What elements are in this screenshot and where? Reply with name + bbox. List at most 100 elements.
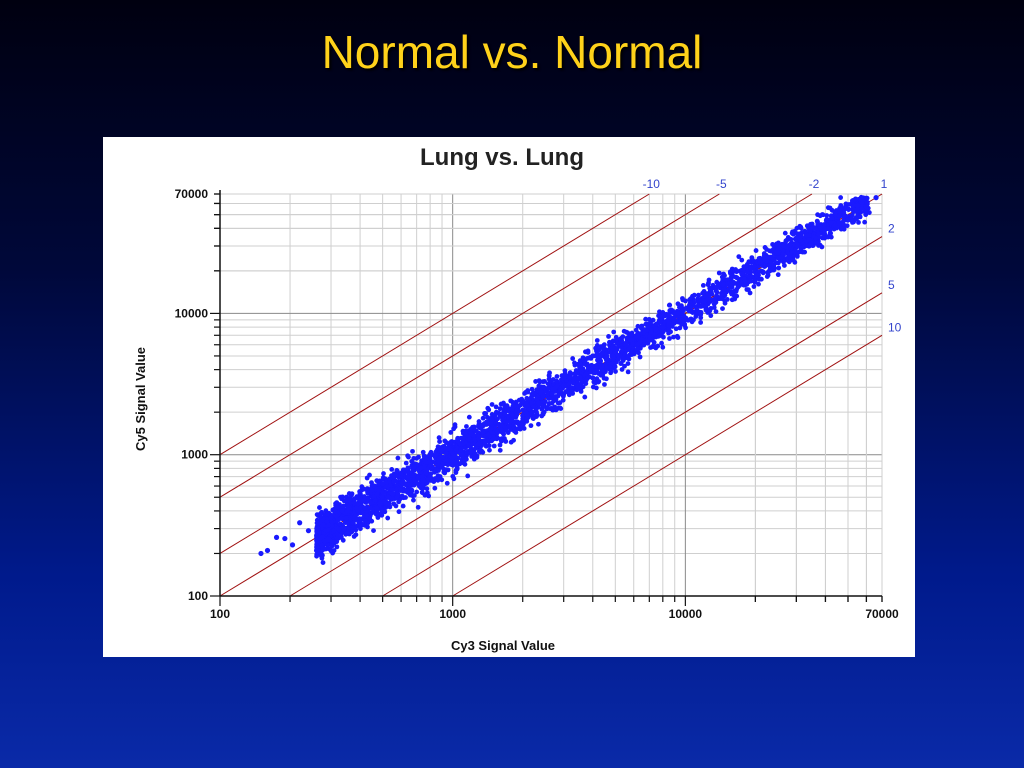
data-point <box>394 467 400 473</box>
data-point <box>443 450 449 456</box>
data-point <box>591 379 597 385</box>
data-point <box>333 509 339 515</box>
data-point <box>358 526 363 532</box>
data-point <box>371 528 376 533</box>
data-point <box>675 301 681 307</box>
data-point <box>353 527 359 533</box>
data-point <box>273 534 280 540</box>
data-point <box>765 272 771 278</box>
data-point <box>672 310 678 317</box>
data-point <box>472 437 478 443</box>
data-point <box>399 493 405 499</box>
data-point <box>536 383 542 389</box>
x-tick-label: 10000 <box>669 607 703 621</box>
data-point <box>696 292 701 298</box>
data-point <box>711 305 717 310</box>
data-point <box>385 515 391 521</box>
data-point <box>477 449 483 455</box>
data-point <box>379 494 385 500</box>
y-tick-label: 1000 <box>181 448 208 462</box>
data-point <box>476 440 482 447</box>
data-point <box>637 354 643 360</box>
data-point <box>432 485 438 491</box>
data-point <box>374 491 380 497</box>
data-point <box>329 543 335 549</box>
data-point <box>415 504 421 510</box>
data-point <box>616 353 622 358</box>
data-point <box>593 363 599 369</box>
data-point <box>666 313 671 319</box>
data-point <box>567 375 573 380</box>
data-point <box>534 409 539 415</box>
data-point <box>713 299 719 305</box>
data-point <box>561 391 567 397</box>
data-point <box>352 514 358 520</box>
data-point <box>460 435 466 441</box>
data-point <box>406 454 411 460</box>
data-point <box>377 501 383 506</box>
data-point <box>476 419 482 424</box>
data-point <box>612 363 618 369</box>
data-point <box>376 488 382 493</box>
x-tick-label: 70000 <box>865 607 899 621</box>
data-point <box>362 505 368 511</box>
data-point <box>573 368 579 373</box>
data-point <box>828 234 834 240</box>
data-point <box>607 342 612 348</box>
x-tick-label: 100 <box>210 607 230 621</box>
data-point <box>317 505 322 510</box>
data-point <box>641 342 647 348</box>
reference-line-label: 1 <box>881 177 888 191</box>
data-point <box>546 373 552 378</box>
data-point <box>391 501 397 507</box>
data-point <box>583 381 589 386</box>
data-point <box>380 490 386 495</box>
data-point <box>841 222 847 228</box>
data-point <box>340 537 346 543</box>
data-point <box>511 422 516 428</box>
data-point <box>799 230 805 236</box>
chart-title: Lung vs. Lung <box>420 144 584 171</box>
data-point <box>533 379 539 384</box>
data-point <box>448 430 454 435</box>
data-point <box>797 235 803 241</box>
data-point <box>369 480 374 485</box>
data-point <box>667 302 673 308</box>
data-point <box>849 200 855 207</box>
data-point <box>841 214 847 219</box>
data-point <box>486 443 492 449</box>
data-point <box>643 316 649 322</box>
data-point <box>447 440 453 445</box>
data-point <box>625 347 631 353</box>
data-point <box>331 528 337 534</box>
data-point <box>439 464 445 470</box>
data-point <box>455 438 461 444</box>
data-point <box>367 516 373 521</box>
data-point <box>499 422 504 428</box>
data-point <box>264 547 271 554</box>
data-point <box>550 407 556 413</box>
data-point <box>395 455 401 461</box>
data-point <box>669 324 675 329</box>
data-point <box>489 402 495 407</box>
data-point <box>706 308 711 313</box>
data-point <box>480 415 486 421</box>
data-point <box>497 442 503 448</box>
data-point <box>436 435 442 441</box>
data-point <box>498 401 504 407</box>
data-point <box>544 404 550 410</box>
reference-line <box>382 292 883 597</box>
data-point <box>472 428 478 434</box>
data-point <box>680 318 686 324</box>
data-point <box>420 490 425 496</box>
data-point <box>328 514 334 520</box>
data-point <box>590 384 596 390</box>
data-point <box>860 197 865 203</box>
data-point <box>642 327 648 333</box>
data-point <box>466 414 472 420</box>
data-point <box>728 281 733 286</box>
data-point <box>705 296 711 302</box>
data-point <box>756 281 761 287</box>
data-point <box>619 367 625 372</box>
data-point <box>464 449 469 455</box>
